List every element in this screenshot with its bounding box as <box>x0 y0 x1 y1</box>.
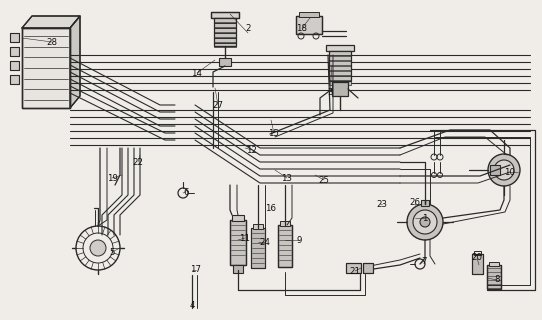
Text: 20: 20 <box>472 253 482 262</box>
Bar <box>214 33 236 37</box>
Text: 17: 17 <box>190 266 202 275</box>
Bar <box>329 61 351 65</box>
Bar <box>329 71 351 75</box>
Bar <box>278 225 292 267</box>
Bar <box>10 75 19 84</box>
Bar <box>211 12 239 18</box>
Bar <box>490 165 500 175</box>
Bar <box>329 66 351 70</box>
Text: 26: 26 <box>410 197 421 206</box>
Circle shape <box>90 240 106 256</box>
Bar <box>346 263 361 273</box>
Bar <box>251 228 265 268</box>
Bar <box>421 200 429 206</box>
Bar <box>230 220 246 265</box>
Bar <box>10 75 19 84</box>
Text: 11: 11 <box>240 234 250 243</box>
Bar <box>10 33 19 42</box>
Bar <box>474 251 481 255</box>
Text: 4: 4 <box>189 300 195 309</box>
Text: 2: 2 <box>245 23 251 33</box>
Bar <box>10 61 19 70</box>
Text: 21: 21 <box>350 267 360 276</box>
Bar <box>472 254 483 274</box>
Bar <box>329 51 351 81</box>
Bar <box>332 82 348 96</box>
Bar <box>214 18 236 22</box>
Text: 24: 24 <box>260 237 270 246</box>
Bar <box>214 38 236 42</box>
Bar <box>326 45 354 51</box>
Bar <box>10 47 19 56</box>
Circle shape <box>407 204 443 240</box>
Text: 27: 27 <box>212 100 223 109</box>
Text: 3: 3 <box>327 87 333 97</box>
Bar <box>278 225 292 267</box>
Bar <box>346 263 361 273</box>
Bar <box>10 47 19 56</box>
Bar <box>22 28 70 108</box>
Bar <box>253 224 263 229</box>
Bar <box>280 221 290 226</box>
Bar <box>296 16 322 34</box>
Bar <box>219 58 231 66</box>
Bar <box>230 220 246 265</box>
Bar <box>251 228 265 268</box>
Text: 22: 22 <box>132 157 144 166</box>
Bar <box>487 265 501 289</box>
Text: 10: 10 <box>505 167 515 177</box>
Polygon shape <box>22 16 80 28</box>
Text: 6: 6 <box>183 188 189 196</box>
Bar <box>329 51 351 55</box>
Bar <box>10 33 19 42</box>
Bar <box>472 254 483 274</box>
Bar <box>214 28 236 32</box>
Polygon shape <box>70 16 80 108</box>
Circle shape <box>413 210 437 234</box>
Text: 15: 15 <box>268 129 280 138</box>
Circle shape <box>494 160 514 180</box>
Text: 23: 23 <box>377 199 388 209</box>
Text: 8: 8 <box>494 276 500 284</box>
Bar <box>214 18 236 46</box>
Bar <box>211 12 239 18</box>
Text: 25: 25 <box>319 175 330 185</box>
Bar <box>363 263 373 273</box>
Text: 28: 28 <box>47 37 57 46</box>
Bar <box>233 265 243 273</box>
Text: 18: 18 <box>296 23 307 33</box>
Text: 9: 9 <box>296 236 302 244</box>
Bar <box>232 215 244 221</box>
Bar <box>22 28 70 108</box>
Bar <box>489 262 499 266</box>
Bar <box>329 81 351 85</box>
Circle shape <box>420 217 430 227</box>
Text: 19: 19 <box>107 173 118 182</box>
Bar <box>214 23 236 27</box>
Bar <box>214 43 236 47</box>
Text: 13: 13 <box>281 173 293 182</box>
Circle shape <box>488 154 520 186</box>
Text: 16: 16 <box>266 204 276 212</box>
Bar <box>299 12 319 17</box>
Text: 5: 5 <box>109 247 115 257</box>
Bar <box>487 265 501 289</box>
Bar <box>10 61 19 70</box>
Bar <box>363 263 373 273</box>
Text: 12: 12 <box>247 146 257 155</box>
Bar <box>296 16 322 34</box>
Text: 7: 7 <box>421 257 427 266</box>
Bar <box>329 76 351 80</box>
Text: 1: 1 <box>422 213 428 222</box>
Text: 14: 14 <box>191 68 203 77</box>
Bar <box>329 56 351 60</box>
